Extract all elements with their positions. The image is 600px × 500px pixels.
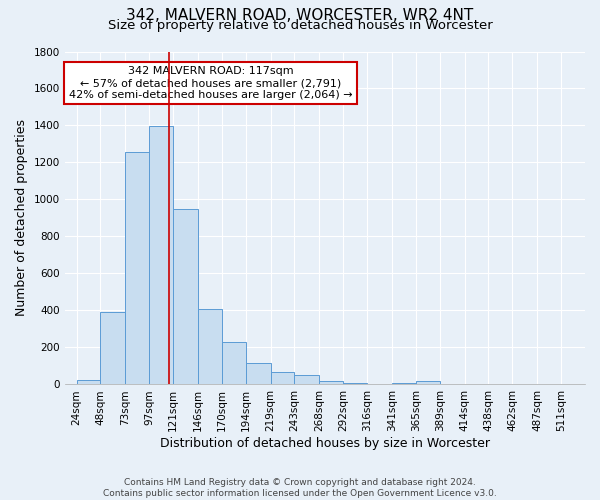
Bar [198, 308, 222, 384]
Bar [392, 382, 416, 384]
Bar [246, 363, 271, 384]
Y-axis label: Number of detached properties: Number of detached properties [15, 120, 28, 316]
Bar [319, 381, 343, 384]
Text: Contains HM Land Registry data © Crown copyright and database right 2024.
Contai: Contains HM Land Registry data © Crown c… [103, 478, 497, 498]
Bar [295, 375, 319, 384]
Bar [100, 312, 125, 384]
Text: 342, MALVERN ROAD, WORCESTER, WR2 4NT: 342, MALVERN ROAD, WORCESTER, WR2 4NT [127, 8, 473, 22]
Bar [149, 126, 173, 384]
Text: Size of property relative to detached houses in Worcester: Size of property relative to detached ho… [107, 19, 493, 32]
Bar [125, 152, 149, 384]
Bar [416, 381, 440, 384]
Bar [343, 382, 367, 384]
Bar [271, 372, 295, 384]
Bar [222, 342, 246, 384]
Text: 342 MALVERN ROAD: 117sqm
← 57% of detached houses are smaller (2,791)
42% of sem: 342 MALVERN ROAD: 117sqm ← 57% of detach… [68, 66, 352, 100]
Bar [77, 380, 100, 384]
Bar [173, 208, 198, 384]
X-axis label: Distribution of detached houses by size in Worcester: Distribution of detached houses by size … [160, 437, 490, 450]
